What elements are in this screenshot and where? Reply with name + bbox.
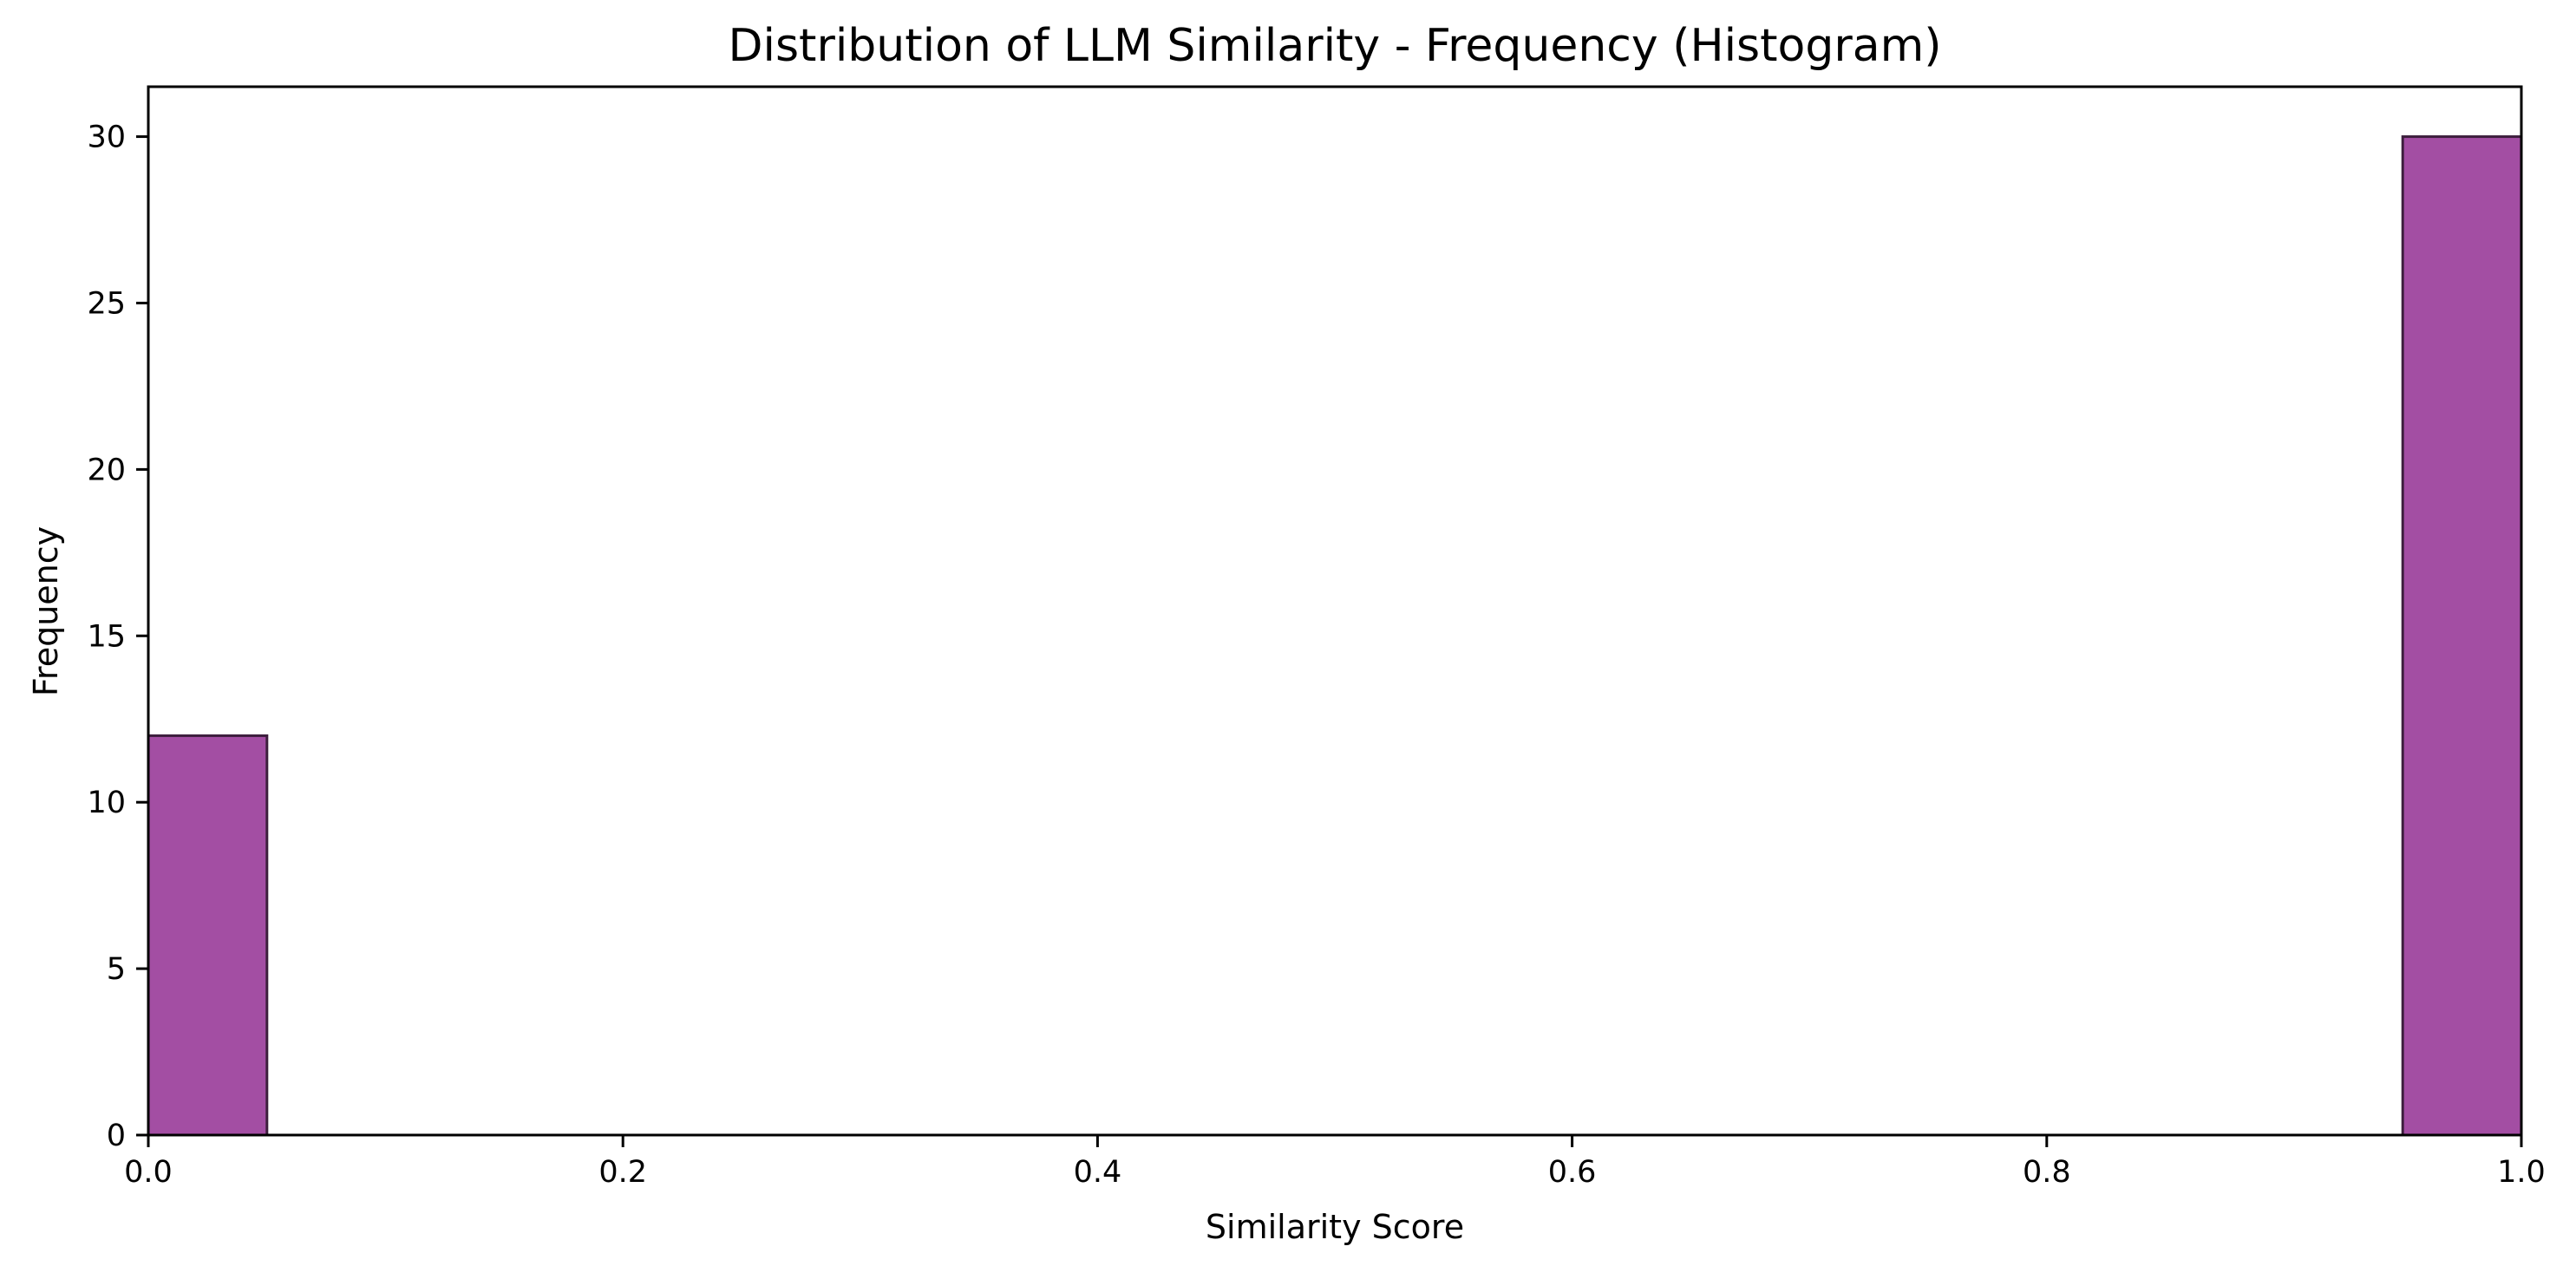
x-tick-label-0: 0.0 <box>124 1155 173 1190</box>
y-axis-ticks: 0 5 10 15 20 25 30 <box>87 121 148 1153</box>
x-tick-label-1: 0.2 <box>598 1155 647 1190</box>
bars-group <box>147 135 2523 1137</box>
x-tick-label-3: 0.6 <box>1548 1155 1597 1190</box>
x-tick-label-5: 1.0 <box>2497 1155 2546 1190</box>
chart-title: Distribution of LLM Similarity - Frequen… <box>728 20 1941 72</box>
y-tick-label-4: 20 <box>87 453 126 487</box>
x-tick-label-2: 0.4 <box>1074 1155 1122 1190</box>
y-tick-label-2: 10 <box>87 786 126 820</box>
x-axis-ticks: 0.0 0.2 0.4 0.6 0.8 1.0 <box>124 1135 2546 1190</box>
x-tick-label-4: 0.8 <box>2023 1155 2071 1190</box>
y-tick-label-0: 0 <box>107 1119 126 1153</box>
x-axis-label: Similarity Score <box>1206 1208 1464 1246</box>
y-tick-label-1: 5 <box>107 952 126 987</box>
y-tick-label-3: 15 <box>87 619 126 654</box>
histogram-bar-0 <box>147 734 269 1137</box>
histogram-bar-1 <box>2401 135 2523 1137</box>
plot-frame <box>147 85 2523 1137</box>
y-tick-label-6: 30 <box>87 121 126 155</box>
y-tick-label-5: 25 <box>87 286 126 321</box>
y-axis-label: Frequency <box>27 526 65 696</box>
